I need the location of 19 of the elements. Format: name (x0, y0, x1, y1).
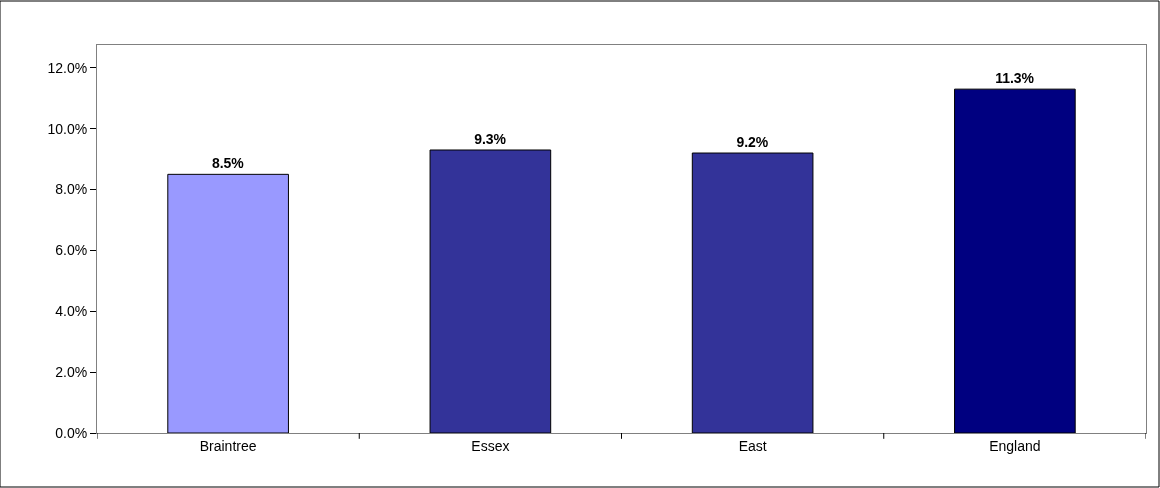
x-tick-label: East (738, 437, 767, 454)
y-tick-label: 12.0% (47, 59, 88, 76)
bar (167, 173, 289, 433)
x-tick-label: Essex (471, 437, 510, 454)
data-label: 9.2% (736, 134, 769, 151)
x-tick-label: England (989, 437, 1041, 454)
data-label: 9.3% (474, 130, 507, 147)
y-tick-label: 4.0% (55, 303, 88, 320)
data-label: 11.3% (995, 70, 1035, 87)
y-tick-label: 6.0% (55, 242, 88, 259)
bar (429, 149, 552, 433)
x-tick-label: Braintree (199, 437, 257, 454)
y-tick-label: 10.0% (47, 120, 88, 137)
y-tick-label: 2.0% (55, 364, 88, 381)
y-tick-label: 8.0% (55, 181, 88, 198)
data-label: 8.5% (211, 155, 245, 172)
bar (954, 88, 1076, 433)
y-tick-label: 0.0% (55, 424, 88, 441)
bar (691, 152, 814, 433)
